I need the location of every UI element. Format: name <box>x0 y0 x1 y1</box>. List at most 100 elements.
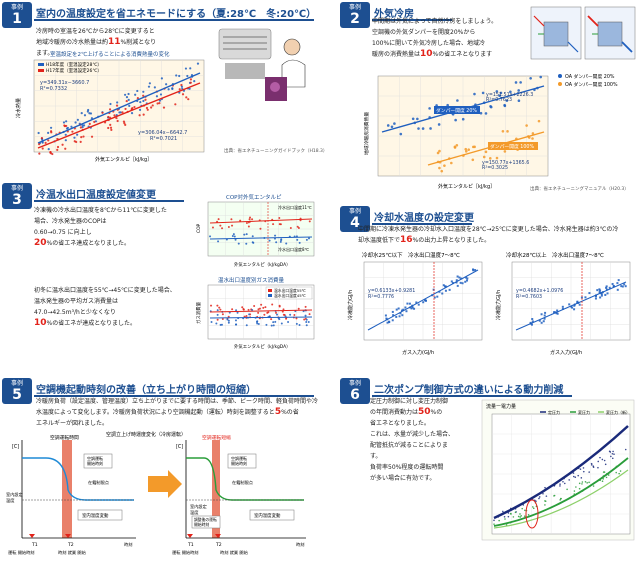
scatter-point <box>442 284 445 287</box>
scatter-point <box>509 90 512 94</box>
scatter-point <box>517 89 520 92</box>
scatter-point <box>507 515 510 518</box>
scatter-point <box>210 321 213 324</box>
scatter-point <box>506 130 509 133</box>
scatter-point <box>559 485 561 487</box>
scatter-point <box>453 146 457 149</box>
scatter-point <box>393 122 396 125</box>
scatter-point <box>433 296 436 299</box>
case-4-chart2-caption: 冷却水28℃以上 冷水出口温度7〜8℃ <box>506 251 604 259</box>
case-3-chart1-title: COP対外気エンタルピ <box>226 193 282 201</box>
scatter-point <box>79 140 82 143</box>
scatter-point <box>395 308 398 311</box>
case-2-chart: ダンパー開度 20% ダンパー開度 100% y=151.51x+2226.3 … <box>358 70 558 192</box>
case-5-left-curve <box>22 457 134 501</box>
scatter-point <box>296 225 299 228</box>
scatter-point <box>80 112 83 115</box>
case-1-r2: R²=0.7021 <box>150 136 177 142</box>
scatter-point <box>538 319 541 322</box>
scatter-point <box>276 313 279 316</box>
scatter-point <box>256 320 259 323</box>
case-1-chart: 室温設定を2℃上げることによる消費熱量の変化 H18年度（室温設定28℃） H1… <box>10 48 220 170</box>
scatter-point <box>189 67 192 70</box>
scatter-point <box>460 277 463 280</box>
case-2-r1: R²=0.7623 <box>486 97 512 103</box>
scatter-point <box>581 483 583 485</box>
scatter-point <box>61 143 64 146</box>
scatter-point <box>581 481 584 483</box>
scatter-point <box>538 497 540 500</box>
case-4-chart1-ylabel: 冷凍能力GJ/h <box>347 290 354 320</box>
scatter-point <box>588 471 590 473</box>
case-2-chart-svg: ダンパー開度 20% ダンパー開度 100% y=151.51x+2226.3 … <box>363 75 549 190</box>
case-5-left-t1: T1 <box>31 542 38 548</box>
case-4-chart-28: 冷却水28℃以上 冷水出口温度7〜8℃ y=0.4682x+1.0976 R²=… <box>490 250 636 360</box>
scatter-point <box>384 314 387 317</box>
scatter-point <box>545 495 548 497</box>
scatter-point <box>464 280 467 283</box>
scatter-point <box>107 126 110 130</box>
case-5-right-box2: 在籍制限点 <box>232 479 253 486</box>
scatter-point <box>608 286 611 289</box>
scatter-point <box>295 322 298 325</box>
scatter-point <box>113 114 116 117</box>
scatter-point <box>289 227 292 230</box>
scatter-point <box>616 288 619 291</box>
scatter-point <box>590 462 593 465</box>
scatter-point <box>193 80 196 83</box>
case-2-badge: 事例 2 <box>340 2 370 28</box>
scatter-point <box>86 110 89 113</box>
scatter-point <box>505 99 509 102</box>
scatter-point <box>49 151 52 154</box>
scatter-point <box>413 307 416 310</box>
case-5-left-box1-2: 開始時刻 <box>87 460 103 466</box>
scatter-point <box>257 311 260 314</box>
scatter-point <box>599 456 601 459</box>
case-3-chart-gas-svg: 温水出口温度別ガス消費量 温水出口温度55℃ 温水出口温度45℃ 外気エンタルピ… <box>195 276 315 350</box>
case-5-diagram: 空調立上げ時運度変化（冷房運転） 空調運転時間 [C] 室内設定 温度 空調運転… <box>6 430 318 558</box>
scatter-point <box>461 282 464 285</box>
scatter-point <box>455 281 458 284</box>
scatter-point <box>606 292 609 295</box>
scatter-point <box>411 117 415 121</box>
scatter-point <box>465 276 468 279</box>
scatter-point <box>308 313 311 316</box>
case-5-right-adjust-2: 開始時刻 <box>194 522 209 527</box>
scatter-point <box>127 98 130 102</box>
case-4-r1: R²=0.7776 <box>368 294 394 300</box>
case-3-underline <box>34 200 184 202</box>
scatter-point <box>245 242 248 245</box>
scatter-point <box>142 90 145 93</box>
scatter-point <box>408 302 411 305</box>
scatter-point <box>422 301 425 304</box>
scatter-point <box>167 88 170 91</box>
scatter-point <box>38 152 41 155</box>
scatter-point <box>438 166 441 170</box>
scatter-point <box>398 315 401 318</box>
case-3-chart2-title: 温水出口温度別ガス消費量 <box>218 276 285 284</box>
scatter-point <box>578 487 581 490</box>
case-1-badge: 事例 1 <box>2 2 32 28</box>
scatter-point <box>243 315 246 318</box>
scatter-point <box>125 96 129 99</box>
scatter-point <box>275 311 278 314</box>
case-3-chart2-legend1: 温水出口温度55℃ <box>274 288 306 293</box>
scatter-point <box>404 306 407 309</box>
scatter-point <box>289 313 292 316</box>
scatter-point <box>588 481 590 484</box>
scatter-point <box>624 448 627 451</box>
scatter-point <box>484 150 488 154</box>
scatter-point <box>529 76 532 80</box>
scatter-point <box>611 452 614 455</box>
case-4-chart-25-svg: 冷却水25℃以下 冷水出口温度7〜8℃ y=0.6133x+0.9281 R²=… <box>347 251 483 356</box>
case-1-xlabel: 外気エンタルピ［kJ/kg］ <box>95 156 152 163</box>
scatter-point <box>598 291 601 294</box>
scatter-point <box>236 311 239 314</box>
scatter-point <box>227 226 230 229</box>
scatter-point <box>285 242 288 245</box>
scatter-point <box>524 509 526 512</box>
scatter-point <box>231 234 234 237</box>
scatter-point <box>178 88 181 91</box>
case-2-r2: R²=0.3025 <box>482 165 508 171</box>
scatter-point <box>474 269 477 272</box>
